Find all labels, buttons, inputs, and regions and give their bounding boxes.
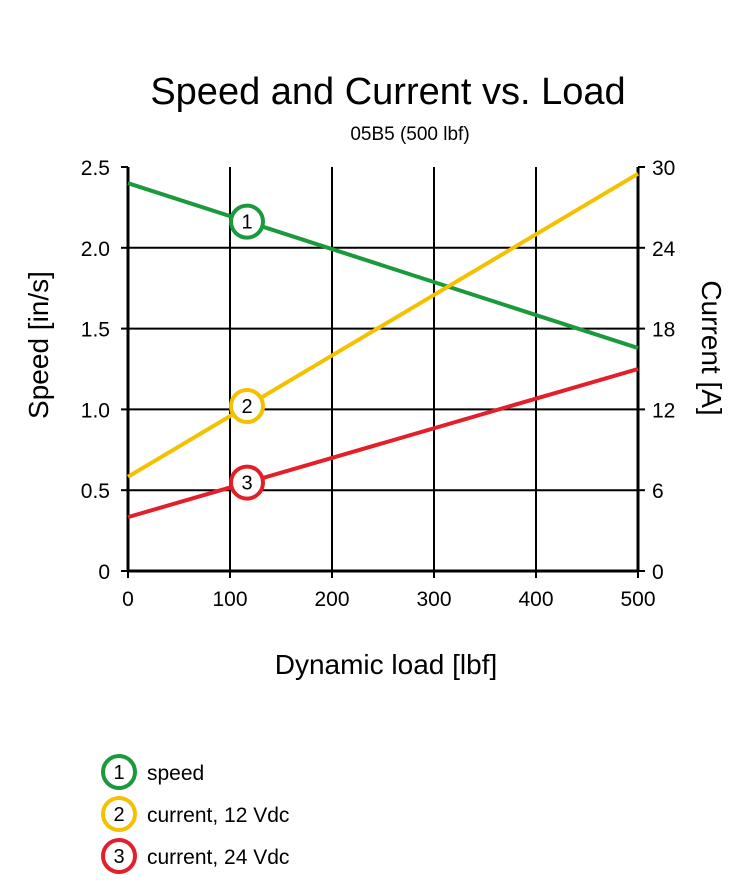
- right-y-tick-label: 30: [652, 157, 675, 180]
- legend-marker: [101, 754, 137, 790]
- grid-lines: [128, 167, 638, 571]
- axes: [121, 166, 645, 578]
- x-tick-label: 300: [416, 588, 451, 611]
- chart-title: Speed and Current vs. Load: [150, 71, 625, 113]
- series-lines: [126, 172, 640, 520]
- right-y-tick-label: 18: [652, 319, 675, 342]
- x-tick-labels: 0 100 200 300 400 500: [122, 588, 655, 611]
- left-y-tick-label: 0.5: [81, 480, 110, 503]
- right-y-tick-label: 6: [652, 480, 664, 503]
- series-marker-circle: [229, 464, 265, 501]
- legend-entry-label: current, 24 Vdc: [147, 846, 289, 869]
- right-y-tick-label: 0: [652, 561, 664, 584]
- x-tick-label: 200: [314, 588, 349, 611]
- legend-marker-label: 3: [113, 846, 124, 868]
- series-marker-circle: [229, 388, 265, 425]
- right-y-axis-label: Current [A]: [696, 280, 727, 415]
- legend-marker: [101, 796, 137, 832]
- right-y-tick-label: 24: [652, 238, 676, 261]
- legend-entry-label: speed: [147, 762, 204, 785]
- chart-subtitle: 05B5 (500 lbf): [350, 124, 469, 145]
- left-y-tick-label: 2.5: [81, 157, 110, 180]
- series-markers: 1 2 3: [229, 203, 265, 501]
- left-y-tick-label: 2.0: [81, 238, 110, 261]
- series-line: [127, 181, 639, 350]
- left-y-axis-label: Speed [in/s]: [23, 271, 54, 419]
- x-tick-label: 500: [620, 588, 655, 611]
- series-line: [127, 367, 639, 520]
- series-line: [126, 172, 640, 479]
- series-marker-label: 2: [241, 396, 252, 418]
- x-tick-label: 100: [212, 588, 247, 611]
- series-marker-circle: [229, 203, 265, 240]
- legend-marker: [101, 838, 137, 874]
- left-y-tick-label: 1.5: [81, 319, 110, 342]
- x-axis-label: Dynamic load [lbf]: [275, 649, 498, 680]
- left-y-tick-label: 1.0: [81, 399, 110, 422]
- right-y-tick-labels: 0 6 12 18 24 30: [652, 157, 676, 584]
- left-y-tick-label: 0: [98, 561, 110, 584]
- legend-marker-label: 1: [113, 762, 124, 784]
- series-marker-label: 1: [241, 212, 252, 234]
- x-tick-label: 0: [122, 588, 134, 611]
- legend-entry-label: current, 12 Vdc: [147, 804, 289, 827]
- right-y-tick-label: 12: [652, 399, 675, 422]
- legend: 1 speed 2 current, 12 Vdc 3 current, 24 Vdc: [101, 754, 289, 874]
- legend-marker-label: 2: [113, 804, 124, 826]
- x-tick-label: 400: [518, 588, 553, 611]
- series-marker-label: 3: [241, 473, 252, 495]
- left-y-tick-labels: 0 0.5 1.0 1.5 2.0 2.5: [81, 157, 110, 584]
